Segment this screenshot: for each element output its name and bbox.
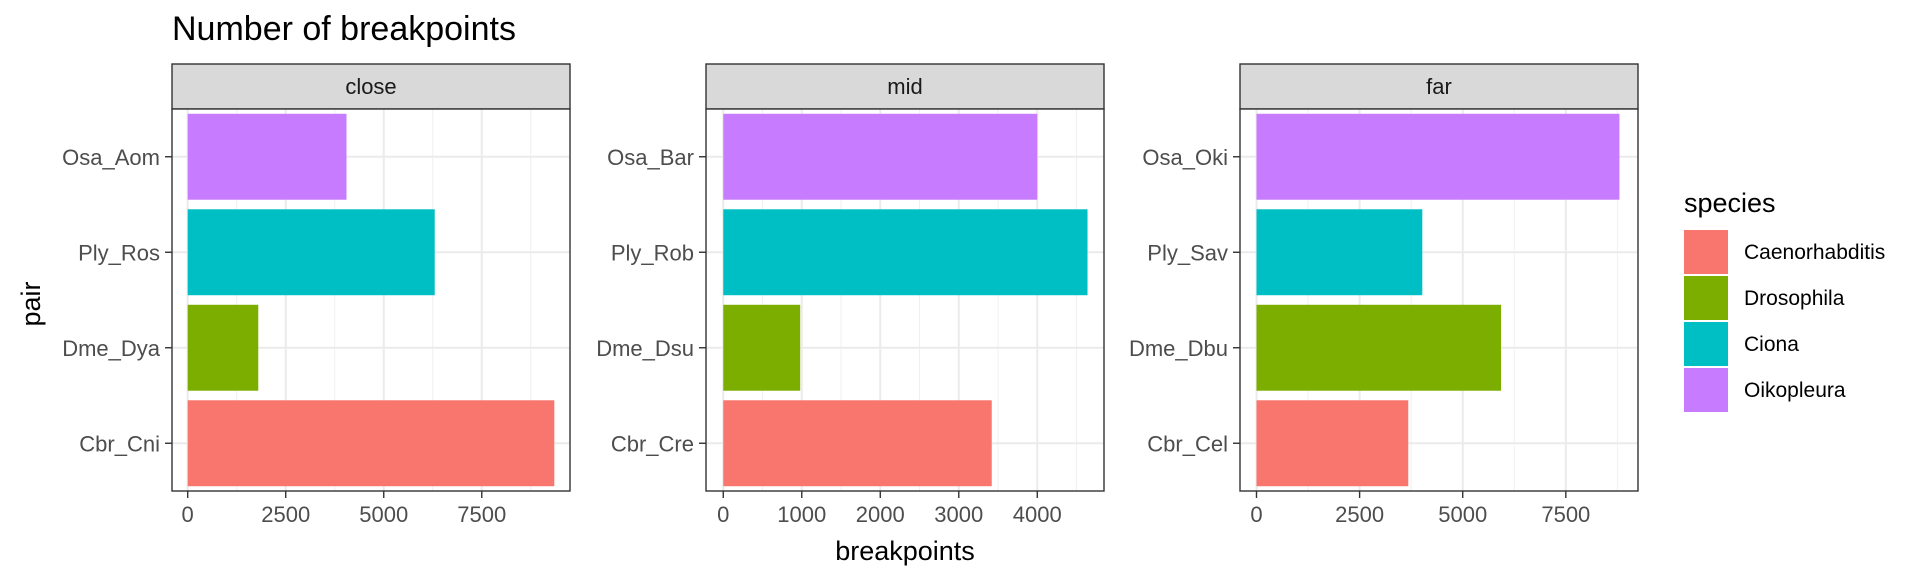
bar-Ply_Rob	[723, 209, 1088, 296]
bar-Cbr_Cni	[187, 400, 555, 487]
bar-Dme_Dsu	[723, 304, 801, 391]
x-tick-label: 0	[182, 502, 194, 527]
bar-Osa_Oki	[1256, 113, 1620, 200]
x-tick-label: 2500	[261, 502, 310, 527]
x-tick-label: 4000	[1013, 502, 1062, 527]
panels: close Osa_Aom Ply_Ros Dme_Dya Cbr_Cni 0 2500 50…	[62, 63, 1639, 527]
y-tick-label: Dme_Dya	[62, 336, 161, 361]
y-tick-label: Dme_Dbu	[1129, 336, 1228, 361]
bar-Ply_Sav	[1256, 209, 1423, 296]
legend-label: Oikopleura	[1744, 379, 1846, 402]
x-tick-label: 7500	[1541, 502, 1590, 527]
x-tick-label: 5000	[1438, 502, 1487, 527]
y-tick-label: Cbr_Cre	[611, 431, 694, 456]
panel-far: far Osa_Oki Ply_Sav Dme_Dbu Cbr_Cel 0 2500 5000…	[1129, 63, 1639, 527]
strip-label: mid	[887, 74, 922, 99]
y-tick-label: Osa_Bar	[607, 145, 694, 170]
panel-border	[171, 108, 571, 492]
y-tick-label: Osa_Oki	[1142, 145, 1228, 170]
legend-title: species	[1684, 188, 1776, 218]
y-tick-label: Osa_Aom	[62, 145, 160, 170]
x-tick-label: 5000	[359, 502, 408, 527]
panel-close: close Osa_Aom Ply_Ros Dme_Dya Cbr_Cni 0 2500 50…	[62, 63, 571, 527]
bar-Dme_Dbu	[1256, 304, 1502, 391]
panel-mid: mid Osa_Bar Ply_Rob Dme_Dsu Cbr_Cre 0 1000 2000…	[596, 63, 1105, 527]
y-tick-label: Dme_Dsu	[596, 336, 694, 361]
x-tick-label: 0	[1250, 502, 1262, 527]
y-tick-label: Cbr_Cel	[1147, 431, 1228, 456]
strip-label: far	[1426, 74, 1452, 99]
strip-mid	[705, 63, 1105, 110]
legend-label: Ciona	[1744, 333, 1799, 356]
bar-Dme_Dya	[187, 304, 259, 391]
legend-key-caenorhabditis	[1684, 230, 1728, 274]
panel-border	[705, 108, 1105, 492]
bar-Osa_Aom	[187, 113, 347, 200]
x-tick-label: 7500	[457, 502, 506, 527]
x-tick-label: 3000	[934, 502, 983, 527]
y-tick-label: Ply_Rob	[611, 240, 694, 265]
y-axis-title: pair	[16, 281, 46, 326]
x-tick-label: 0	[717, 502, 729, 527]
y-tick-label: Ply_Ros	[78, 240, 160, 265]
bar-Ply_Ros	[187, 209, 435, 296]
strip-label: close	[345, 74, 396, 99]
legend-key-oikopleura	[1684, 368, 1728, 412]
bar-Cbr_Cel	[1256, 400, 1409, 487]
x-tick-label: 1000	[777, 502, 826, 527]
bar-Cbr_Cre	[723, 400, 992, 487]
bar-Osa_Bar	[723, 113, 1038, 200]
panel-border	[1239, 108, 1639, 492]
y-tick-label: Ply_Sav	[1147, 240, 1228, 265]
strip-far	[1239, 63, 1639, 110]
legend-label: Drosophila	[1744, 287, 1845, 310]
legend-key-drosophila	[1684, 276, 1728, 320]
legend-label: Caenorhabditis	[1744, 241, 1885, 264]
strip-close	[171, 63, 571, 110]
x-tick-label: 2500	[1335, 502, 1384, 527]
x-tick-label: 2000	[856, 502, 905, 527]
chart-title: Number of breakpoints	[172, 10, 516, 48]
legend: species Caenorhabditis Drosophila Ciona Oik…	[1684, 188, 1885, 412]
x-axis-title: breakpoints	[835, 536, 975, 566]
legend-key-ciona	[1684, 322, 1728, 366]
y-tick-label: Cbr_Cni	[79, 431, 160, 456]
